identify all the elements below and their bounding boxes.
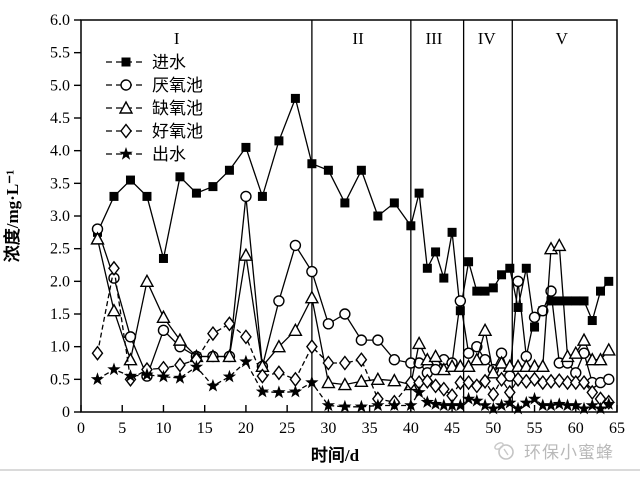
phase-label: IV <box>478 29 497 48</box>
phase-label: V <box>556 29 569 48</box>
x-axis: 0 5 10 15 20 25 30 35 40 45 50 55 60 65 <box>77 405 625 437</box>
series-effluent <box>90 354 616 415</box>
x-axis-label: 时间/d <box>311 445 360 465</box>
legend-label: 出水 <box>152 145 186 164</box>
legend-label: 好氧池 <box>152 122 203 141</box>
y-axis: 0 0.5 1.0 1.5 2.0 2.5 3.0 3.5 4.0 4.5 5.0 5.5 6.0 <box>50 12 81 421</box>
legend-item-influent: 进水 <box>106 53 186 72</box>
x-tick-label: 25 <box>279 420 295 437</box>
y-tick-label: 2.0 <box>50 273 70 290</box>
phase-label: III <box>425 29 442 48</box>
phase-label: II <box>352 29 364 48</box>
y-axis-label: 浓度/mg·L⁻¹ <box>2 170 22 262</box>
legend-label: 缺氧池 <box>152 99 203 118</box>
bee-icon <box>494 442 514 460</box>
y-tick-label: 4.0 <box>50 143 70 160</box>
watermark-text: 环保小蜜蜂 <box>524 442 614 462</box>
x-tick-label: 5 <box>118 420 126 437</box>
y-tick-label: 3.0 <box>50 208 70 225</box>
x-tick-label: 35 <box>362 420 378 437</box>
legend-item-anoxic-tank: 缺氧池 <box>106 99 203 118</box>
x-tick-label: 45 <box>444 420 460 437</box>
x-tick-label: 50 <box>485 420 501 437</box>
bottom-divider <box>0 469 640 471</box>
y-tick-label: 5.0 <box>50 77 70 94</box>
y-tick-label: 3.5 <box>50 175 70 192</box>
phase-label: I <box>174 29 180 48</box>
phase-labels: I II III IV V <box>174 29 569 48</box>
x-tick-label: 30 <box>320 420 336 437</box>
y-tick-label: 0 <box>62 404 70 421</box>
series-anoxic-tank <box>90 231 616 391</box>
legend-label: 厌氧池 <box>152 76 203 95</box>
legend-label: 进水 <box>152 53 186 72</box>
x-tick-label: 15 <box>197 420 213 437</box>
y-tick-label: 5.5 <box>50 45 70 62</box>
x-tick-label: 40 <box>403 420 419 437</box>
legend-item-anaerobic-tank: 厌氧池 <box>106 76 203 95</box>
x-tick-label: 60 <box>568 420 584 437</box>
y-tick-label: 0.5 <box>50 371 70 388</box>
legend-item-aerobic-tank: 好氧池 <box>106 122 203 141</box>
legend-item-effluent: 出水 <box>106 145 186 164</box>
x-tick-label: 0 <box>77 420 85 437</box>
x-tick-label: 10 <box>155 420 171 437</box>
y-tick-label: 4.5 <box>50 110 70 127</box>
series-aerobic-tank <box>91 260 615 410</box>
x-tick-label: 65 <box>609 420 625 437</box>
y-tick-label: 2.5 <box>50 241 70 258</box>
x-tick-label: 55 <box>527 420 543 437</box>
phase-dividers <box>311 20 513 412</box>
y-tick-label: 1.5 <box>50 306 70 323</box>
y-tick-label: 6.0 <box>50 12 70 29</box>
x-tick-label: 20 <box>238 420 254 437</box>
y-tick-label: 1.0 <box>50 339 70 356</box>
watermark: 环保小蜜蜂 <box>492 437 614 463</box>
